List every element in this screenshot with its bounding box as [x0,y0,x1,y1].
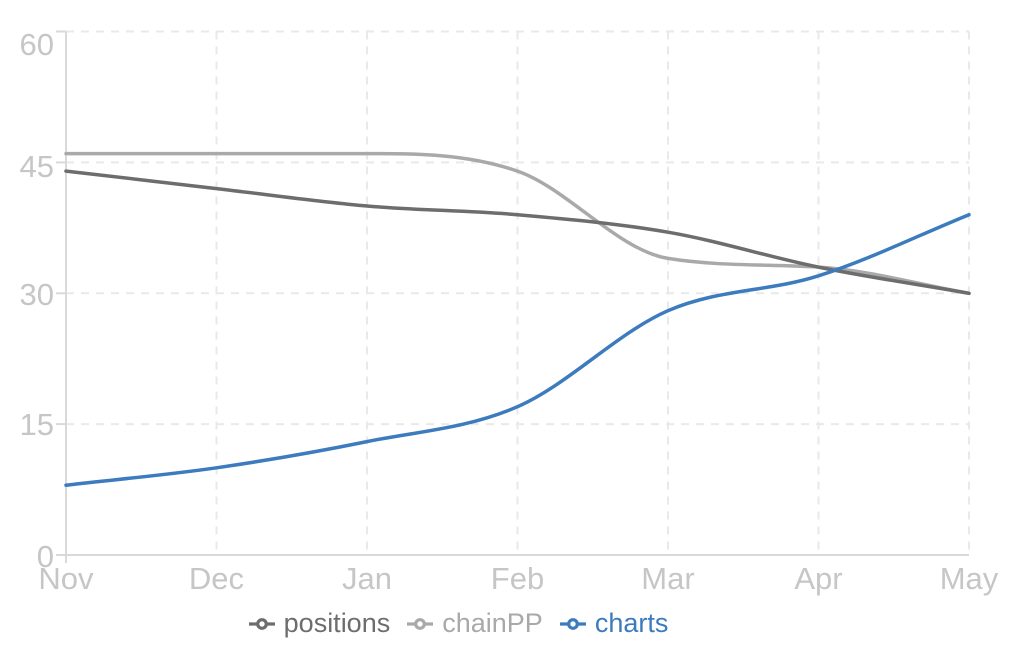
line-circle-marker-icon [407,617,434,630]
x-tick-label: Mar [641,561,694,596]
y-tick-label: 15 [20,407,54,442]
grid-layer [66,30,970,555]
y-tick-label: 0 [37,539,54,574]
series-layer [64,151,971,487]
chart-legend: positions chainPP charts [0,608,916,639]
legend-item-positions[interactable]: positions [248,608,391,639]
line-chart-canvas: 0 15 30 45 60 Nov Dec Jan Feb Mar Apr Ma… [20,27,999,596]
x-tick-label: Feb [491,561,544,596]
x-tick-label: Nov [38,561,94,596]
line-circle-marker-icon [559,617,586,630]
line-circle-marker-icon [248,617,275,630]
legend-label: positions [283,608,391,638]
y-tick-label: 60 [20,27,54,62]
y-tick-label: 30 [20,277,54,312]
series-line-charts[interactable] [64,212,971,487]
series-line-positions[interactable] [64,169,971,296]
x-tick-label: Apr [794,561,842,596]
legend-label: chainPP [442,608,543,638]
legend-item-chainpp[interactable]: chainPP [406,608,543,639]
x-tick-label: Dec [189,561,244,596]
axis-layer [56,30,969,563]
legend-item-charts[interactable]: charts [559,608,669,639]
y-tick-label: 45 [20,149,54,184]
x-tick-label: May [940,561,999,596]
x-tick-label: Jan [342,561,392,596]
label-layer: 0 15 30 45 60 Nov Dec Jan Feb Mar Apr Ma… [20,27,999,596]
legend-label: charts [594,608,669,638]
